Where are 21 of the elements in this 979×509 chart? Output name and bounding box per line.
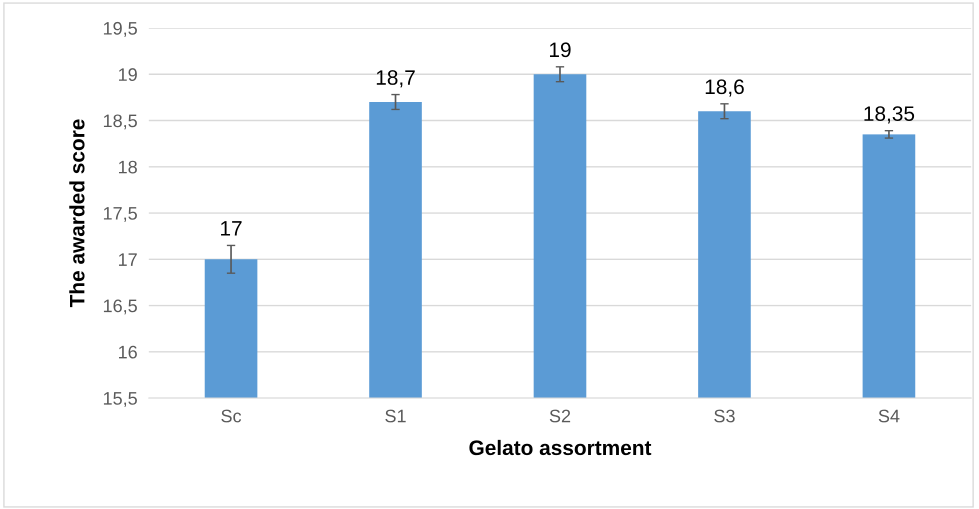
y-tick-label: 18	[118, 160, 137, 174]
data-label: 18,7	[376, 70, 415, 88]
data-label: 18,6	[706, 79, 744, 97]
x-tick-label: S2	[550, 410, 570, 422]
x-axis-title: Gelato assortment	[469, 440, 652, 456]
y-tick-label: 17	[118, 253, 137, 266]
data-label: 19	[550, 42, 571, 58]
y-tick-label: 18,5	[104, 114, 137, 130]
y-tick-label: 19	[118, 68, 137, 81]
y-axis-title: The awarded score	[69, 119, 85, 308]
x-tick-label: Sc	[221, 410, 242, 422]
y-tick-label: 17,5	[104, 207, 137, 222]
data-label: 17	[221, 221, 242, 236]
x-tick-label: S4	[878, 410, 900, 422]
data-label: 18,35	[864, 106, 914, 124]
x-tick-label: S1	[385, 410, 406, 422]
y-tick-label: 16	[118, 346, 137, 359]
y-tick-label: 15,5	[104, 392, 137, 407]
x-tick-label: S3	[714, 410, 735, 422]
y-tick-label: 16,5	[104, 299, 137, 314]
y-tick-label: 19,5	[104, 22, 137, 37]
